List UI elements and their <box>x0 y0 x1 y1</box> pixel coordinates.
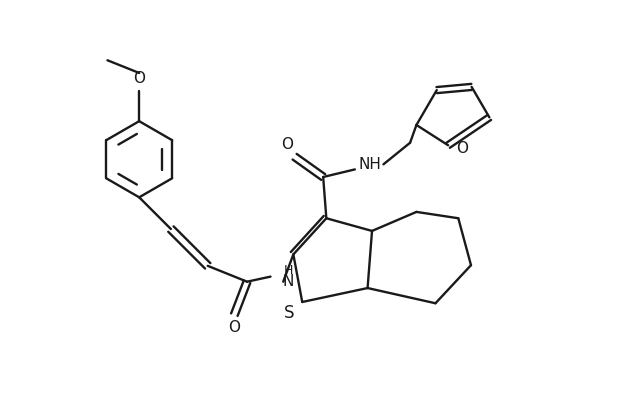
Text: NH: NH <box>358 157 381 172</box>
Text: N: N <box>283 274 294 289</box>
Text: O: O <box>456 141 468 156</box>
Text: H: H <box>284 264 293 277</box>
Text: O: O <box>281 136 293 152</box>
Text: O: O <box>133 71 145 86</box>
Text: O: O <box>228 320 241 335</box>
Text: S: S <box>284 304 295 323</box>
